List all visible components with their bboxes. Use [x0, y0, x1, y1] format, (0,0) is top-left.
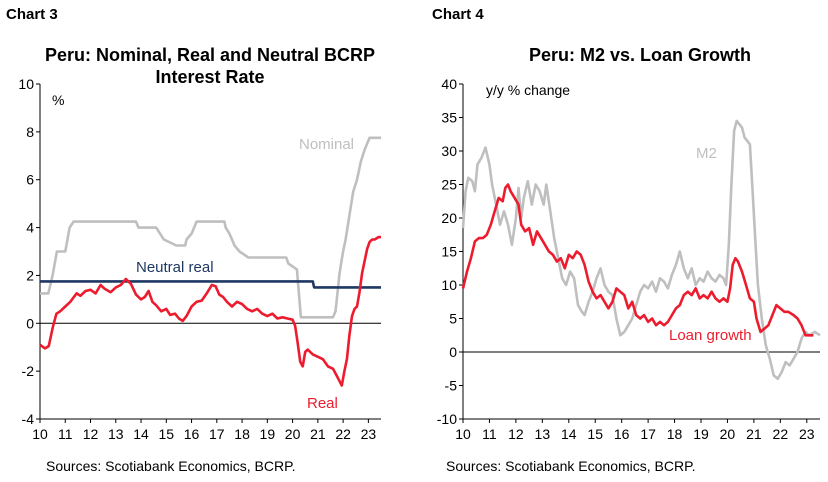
chart3-unit-label: %: [52, 92, 64, 108]
chart3-x-tick-label: 17: [209, 426, 225, 442]
chart3-x-tick-label: 23: [361, 426, 377, 442]
chart4-title: Peru: M2 vs. Loan Growth: [528, 45, 752, 65]
chart3-y-tick-label: 0: [26, 315, 34, 331]
chart3-x-tick-label: 11: [58, 426, 73, 442]
chart3-title: Peru: Nominal, Real and Neutral BCRP Int…: [44, 45, 376, 87]
chart3-label: Chart 3: [6, 6, 58, 23]
chart3-x-tick-label: 14: [133, 426, 149, 442]
chart3-y-tick-label: 6: [26, 172, 34, 188]
chart3-series-real: [39, 235, 381, 387]
chart3-series-nominal: [40, 136, 381, 319]
chart3-series-neutral-real: [40, 280, 381, 289]
chart3-label-nominal: Nominal: [299, 136, 354, 153]
chart3-label-neutral-real: Neutral real: [136, 259, 214, 276]
chart3-source: Sources: Scotiabank Economics, BCRP.: [46, 458, 296, 474]
chart3-y-tick-label: -4: [22, 411, 35, 427]
chart3-y-tick-label: 2: [26, 267, 34, 283]
chart3-x-tick-label: 16: [184, 426, 200, 442]
chart3-y-tick-label: 10: [18, 76, 34, 92]
chart3-y-tick-label: -2: [22, 363, 35, 379]
chart3-y-tick-label: 4: [26, 220, 34, 236]
chart3-x-tick-label: 20: [285, 426, 301, 442]
chart3-x-tick-label: 15: [159, 426, 175, 442]
chart3-label-real: Real: [307, 395, 338, 412]
chart3-x-tick-label: 21: [310, 426, 326, 442]
chart3-x-tick-label: 12: [83, 426, 99, 442]
chart3-x-tick-label: 18: [234, 426, 250, 442]
chart4-label: Chart 4: [432, 6, 484, 23]
chart3-x-tick-label: 19: [260, 426, 276, 442]
chart4-source: Sources: Scotiabank Economics, BCRP.: [446, 458, 696, 474]
chart3-y-tick-label: 8: [26, 124, 34, 140]
chart3-x-tick-label: 22: [335, 426, 351, 442]
chart3-x-tick-label: 13: [108, 426, 124, 442]
chart3-x-tick-label: 10: [32, 426, 48, 442]
